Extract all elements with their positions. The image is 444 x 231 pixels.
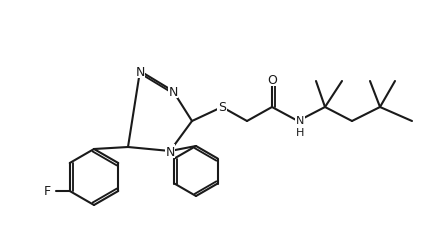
Text: S: S [218, 101, 226, 114]
Text: N: N [168, 85, 178, 98]
Text: N: N [165, 145, 174, 158]
Text: O: O [267, 73, 277, 86]
Text: N: N [135, 65, 145, 78]
Text: N
H: N H [296, 116, 304, 137]
Text: F: F [44, 185, 52, 198]
